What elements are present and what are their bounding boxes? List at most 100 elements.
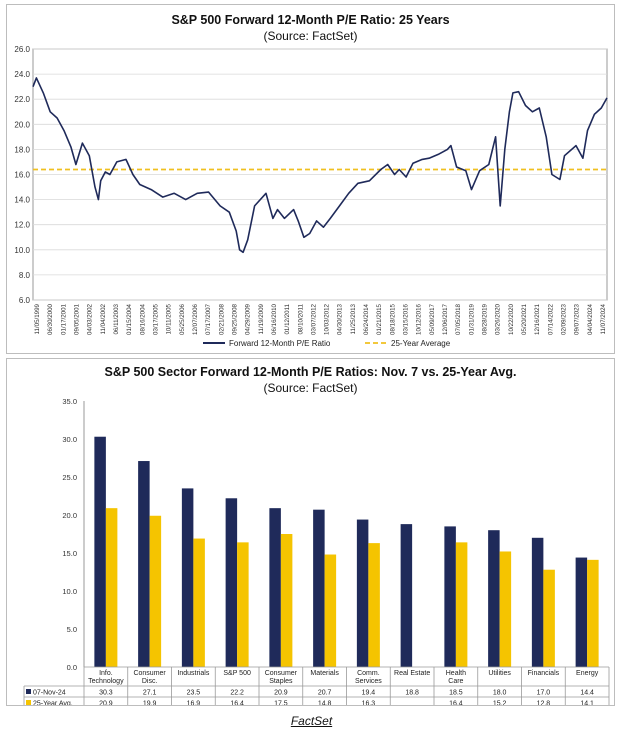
x-tick-label: 02/09/2023 — [561, 303, 568, 335]
bar-25-year-avg — [455, 542, 468, 667]
sector-bar-chart: 35.0 30.0 25.0 20.0 15.0 10.0 5.0 0.0 Info.Techn… — [23, 397, 610, 706]
x-tick-label: 12/06/2017 — [442, 303, 449, 335]
bar-25-year-avg — [105, 508, 118, 667]
table-value: 17.0 — [537, 690, 551, 697]
bar-07-nov-24 — [181, 488, 194, 667]
x-tick-label: 10/22/2020 — [508, 303, 515, 335]
chart1-title: S&P 500 Forward 12-Month P/E Ratio: 25 Y… — [171, 13, 450, 27]
table-value: 18.0 — [493, 690, 507, 697]
category-label: Disc. — [142, 678, 158, 685]
y-tick-label: 16.0 — [14, 171, 30, 180]
bar-25-year-avg — [149, 515, 162, 667]
y-tick-label: 8.0 — [19, 271, 31, 280]
category-label: Info. — [99, 670, 113, 677]
y-tick-label: 30.0 — [62, 435, 77, 444]
x-tick-label: 06/11/2003 — [113, 303, 120, 334]
chart2-subtitle: (Source: FactSet) — [263, 381, 358, 395]
category-label: Consumer — [265, 670, 298, 677]
x-tick-label: 10/12/2016 — [416, 303, 423, 335]
category-label: Energy — [576, 670, 599, 677]
category-label: Utilities — [488, 670, 511, 677]
x-tick-label: 11/05/1999 — [34, 303, 41, 334]
x-tick-label: 04/04/2024 — [587, 303, 594, 335]
table-row-label: 25-Year Avg. — [33, 701, 73, 706]
x-tick-label: 01/15/2004 — [126, 303, 133, 335]
table-value: 19.9 — [143, 701, 157, 706]
pe-line-chart: 26.0 24.0 22.0 20.0 18.0 16.0 14.0 12.0 10.0 8.0 6… — [14, 45, 608, 348]
table-value: 19.4 — [362, 690, 376, 697]
x-tick-label: 03/17/2005 — [152, 303, 159, 335]
x-tick-label: 03/07/2012 — [310, 303, 317, 335]
bar-07-nov-24 — [575, 557, 588, 667]
category-label: Health — [446, 670, 466, 677]
pe-ratio-series-line — [32, 77, 608, 254]
legend-key-25-year-avg — [26, 700, 31, 705]
table-value: 22.2 — [230, 690, 244, 697]
x-tick-label: 07/05/2018 — [455, 303, 462, 335]
x-tick-label: 03/26/2020 — [495, 303, 502, 335]
bar-07-nov-24 — [531, 537, 544, 667]
legend-label-pe: Forward 12-Month P/E Ratio — [229, 339, 331, 348]
x-tick-label: 01/17/2001 — [60, 303, 67, 335]
y-tick-label: 12.0 — [14, 221, 30, 230]
table-row-label: 07-Nov-24 — [33, 690, 66, 697]
table-value: 17.5 — [274, 701, 288, 706]
y-tick-label: 35.0 — [62, 397, 77, 406]
bar-07-nov-24 — [444, 526, 456, 667]
x-tick-label: 05/25/2006 — [179, 303, 186, 335]
bar-07-nov-24 — [356, 519, 369, 667]
bar-25-year-avg — [499, 551, 512, 667]
category-label: Care — [448, 678, 463, 685]
pe-ratio-chart-panel: S&P 500 Forward 12-Month P/E Ratio: 25 Y… — [6, 4, 615, 354]
bar-07-nov-24 — [400, 524, 413, 667]
category-label: S&P 500 — [223, 670, 251, 677]
x-tick-label: 04/30/2013 — [337, 303, 344, 335]
table-value: 15.2 — [493, 701, 507, 706]
bar-25-year-avg — [324, 554, 337, 667]
table-value: 12.8 — [537, 701, 551, 706]
y-tick-label: 22.0 — [14, 95, 30, 104]
x-tick-label: 10/11/2005 — [166, 303, 173, 334]
x-tick-label: 01/31/2019 — [468, 303, 475, 335]
x-tick-label: 11/04/2002 — [100, 303, 107, 334]
table-value: 18.5 — [449, 690, 463, 697]
table-value: 18.8 — [405, 690, 419, 697]
category-label: Staples — [269, 678, 293, 685]
y-tick-label: 26.0 — [14, 45, 30, 54]
sector-pe-chart-panel: S&P 500 Sector Forward 12-Month P/E Rati… — [6, 358, 615, 706]
x-tick-label: 06/16/2010 — [271, 303, 278, 335]
category-label: Industrials — [177, 670, 209, 677]
x-tick-label: 06/30/2000 — [47, 303, 54, 335]
bar-07-nov-24 — [313, 509, 325, 667]
x-tick-label: 04/03/2002 — [87, 303, 94, 335]
category-label: Services — [355, 678, 382, 685]
x-tick-label: 10/03/2012 — [324, 303, 331, 335]
x-tick-label: 01/12/2011 — [284, 303, 291, 334]
y-tick-label: 0.0 — [67, 663, 77, 672]
bar-07-nov-24 — [94, 436, 106, 667]
bar-25-year-avg — [280, 534, 293, 667]
x-tick-label: 05/20/2021 — [521, 303, 528, 335]
source-caption[interactable]: FactSet — [290, 714, 333, 728]
bar-25-year-avg — [587, 559, 599, 667]
x-tick-label: 06/24/2014 — [363, 303, 370, 335]
y-tick-label: 15.0 — [62, 549, 77, 558]
y-tick-label: 20.0 — [62, 511, 77, 520]
category-label: Real Estate — [394, 670, 430, 677]
x-tick-label: 11/19/2009 — [258, 303, 265, 334]
y-tick-label: 10.0 — [14, 246, 30, 255]
table-value: 16.4 — [230, 701, 244, 706]
category-label: Financials — [528, 670, 560, 677]
y-tick-label: 24.0 — [14, 70, 30, 79]
x-tick-label: 08/28/2019 — [482, 303, 489, 335]
bar-25-year-avg — [193, 538, 205, 667]
y-tick-label: 10.0 — [62, 587, 77, 596]
table-value: 16.3 — [362, 701, 376, 706]
y-tick-label: 18.0 — [14, 145, 30, 154]
category-label: Consumer — [133, 670, 166, 677]
legend-label-average: 25-Year Average — [391, 339, 451, 348]
x-tick-label: 04/29/2009 — [245, 303, 252, 335]
bar-07-nov-24 — [269, 508, 281, 667]
table-value: 16.9 — [187, 701, 201, 706]
chart1-subtitle: (Source: FactSet) — [263, 29, 358, 43]
